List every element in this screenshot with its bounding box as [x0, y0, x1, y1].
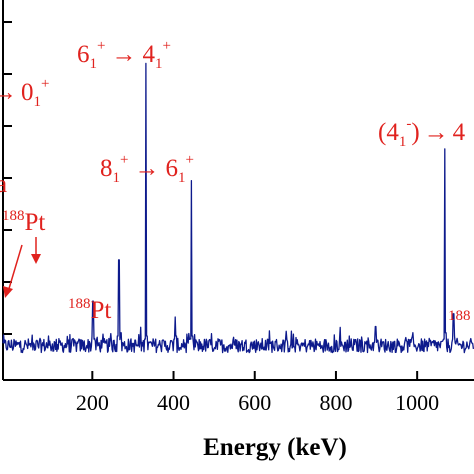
annotation-to-0: → 01 +: [0, 76, 49, 110]
annotation-mass: 188: [2, 208, 25, 224]
annotation-element: Pt: [91, 297, 112, 324]
annotation-sub: 1: [178, 170, 186, 186]
annotation-level: 4: [453, 119, 466, 146]
x-tick-label: 200: [76, 390, 109, 415]
annotation-6-to-4: 61+ → 41+: [77, 38, 171, 72]
annotation-188pt-left: 188Pt: [2, 208, 45, 236]
annotation-sub: 1: [34, 94, 42, 110]
annotation-sub: 1: [399, 134, 407, 150]
x-axis-label: Energy (keV): [203, 434, 347, 461]
annotation-level: 4: [386, 119, 399, 146]
x-tick-label: 1000: [395, 390, 439, 415]
annotation-sub: 1: [90, 56, 98, 72]
annotation-arrow-head: [3, 286, 13, 298]
annotation-sup: -: [406, 116, 411, 132]
annotation-4minus-to-4: (41-) → 4: [378, 116, 466, 150]
annotations: 61+ → 41+ → 01+ 81+ → 61+ (41-) → 4 188Pt 188Pt…: [0, 38, 471, 324]
annotation-8-to-6: 81+ → 61+: [100, 152, 194, 186]
annotation-mass: 188: [68, 296, 91, 312]
annotation-level: 4: [142, 41, 155, 68]
x-tick-label: 400: [157, 390, 190, 415]
x-ticks: 200 400 600 800 1000: [76, 371, 439, 415]
x-tick-label: 800: [319, 390, 352, 415]
annotation-sup: +: [185, 152, 193, 168]
y-ticks: [3, 21, 12, 335]
annotation-level: 8: [100, 155, 113, 182]
annotation-level: 6: [165, 155, 178, 182]
annotation-arrow: →: [134, 155, 159, 182]
annotation-sup: +: [162, 38, 170, 54]
annotation-level: 6: [77, 41, 90, 68]
annotation-sup: +: [41, 76, 49, 92]
annotation-paren: (: [378, 119, 386, 146]
spectrum-series-line: [2, 62, 474, 354]
annotation-sup: +: [120, 152, 128, 168]
annotation-arrow: →: [0, 79, 17, 106]
annotation-paren: ): [411, 119, 419, 146]
annotation-sup: +: [97, 38, 105, 54]
annotation-sub: 1: [113, 170, 121, 186]
x-tick-label: 600: [238, 390, 271, 415]
annotation-element: Pt: [25, 209, 46, 236]
annotation-arrow-head: [31, 254, 41, 264]
annotation-arrow: →: [111, 41, 136, 68]
annotation-sub: 1: [155, 56, 163, 72]
annotation-188pt-middle: 188Pt: [68, 296, 111, 324]
annotation-level: 0: [21, 79, 34, 106]
annotation-arrow: →: [424, 119, 449, 146]
annotation-arrow-line: [7, 244, 23, 293]
annotation-188-right: 188: [448, 308, 471, 324]
annotation-fragment: a: [0, 171, 7, 198]
